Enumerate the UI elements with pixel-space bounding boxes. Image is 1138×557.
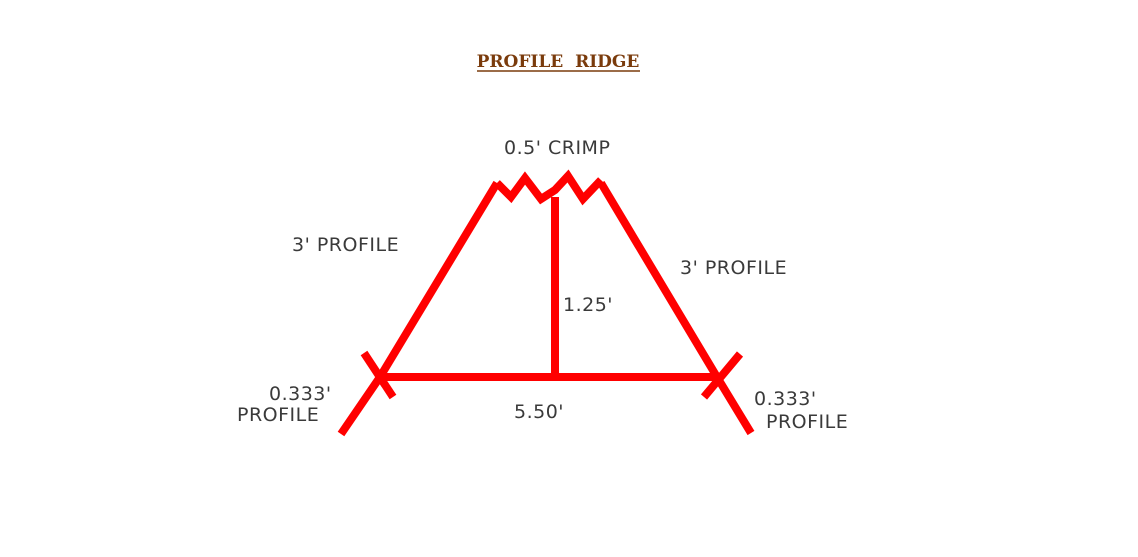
crimp-zigzag: [494, 169, 604, 206]
left-end-dimension-label: 0.333': [269, 383, 332, 405]
left-end-tick: [360, 350, 397, 400]
right-profile-line: [597, 180, 755, 436]
height-label: 1.25': [563, 294, 613, 316]
left-profile-line: [337, 180, 501, 437]
right-end-profile-label: PROFILE: [766, 411, 848, 433]
right-end-tick: [700, 351, 744, 400]
left-end-profile-label: PROFILE: [237, 404, 319, 426]
crimp-label: 0.5' CRIMP: [504, 137, 610, 159]
right-profile-label: 3' PROFILE: [680, 257, 787, 279]
left-profile-label: 3' PROFILE: [292, 234, 399, 256]
right-end-dimension-label: 0.333': [754, 388, 817, 410]
diagram-title: PROFILE RIDGE: [477, 52, 640, 72]
base-label: 5.50': [514, 401, 564, 423]
